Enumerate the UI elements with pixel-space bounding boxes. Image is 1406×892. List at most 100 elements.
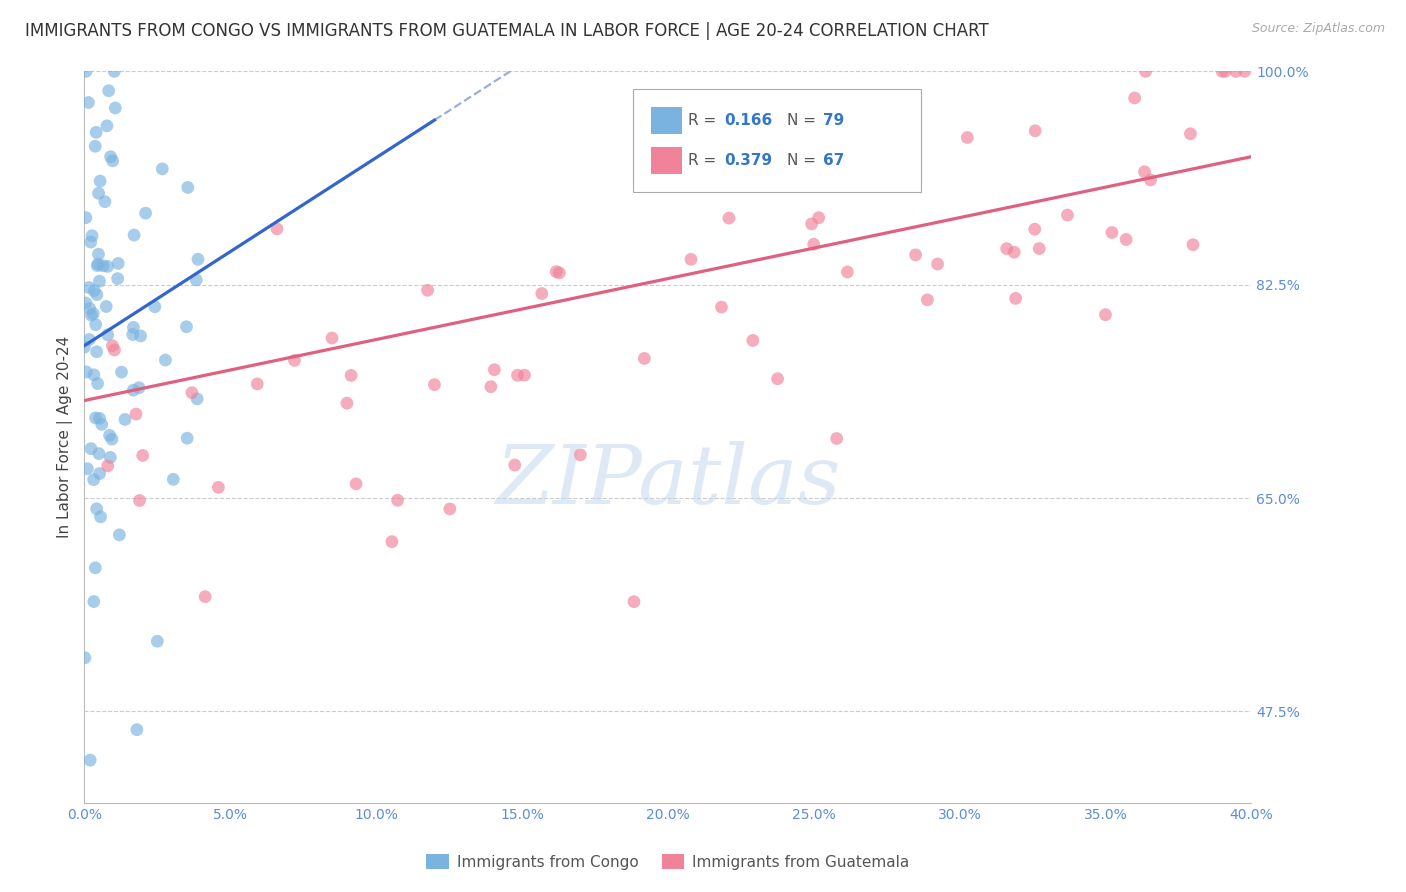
Point	[84, 139, 107, 153]
Point	[86, 344, 108, 359]
Point	[162, 472, 184, 486]
Point	[633, 351, 655, 366]
Point	[107, 256, 129, 270]
Point	[76, 461, 98, 475]
Point	[75, 296, 97, 310]
Point	[98, 450, 121, 465]
Text: 67: 67	[823, 153, 844, 168]
Point	[1139, 173, 1161, 187]
Point	[569, 448, 592, 462]
Point	[1180, 127, 1202, 141]
Point	[336, 396, 359, 410]
Point	[80, 228, 103, 243]
Point	[1024, 222, 1046, 236]
Point	[207, 480, 229, 494]
Point	[679, 252, 702, 267]
Point	[94, 194, 117, 209]
Point	[101, 432, 124, 446]
Text: 0.379: 0.379	[724, 153, 772, 168]
Text: R =: R =	[688, 113, 721, 128]
Point	[1233, 64, 1256, 78]
Text: 79: 79	[823, 113, 844, 128]
Point	[79, 301, 101, 316]
Point	[176, 319, 198, 334]
Point	[717, 211, 740, 225]
Point	[506, 368, 529, 383]
Point	[439, 502, 461, 516]
Point	[381, 534, 404, 549]
Legend: Immigrants from Congo, Immigrants from Guatemala: Immigrants from Congo, Immigrants from G…	[420, 847, 915, 876]
Point	[128, 493, 150, 508]
Point	[344, 476, 367, 491]
Point	[103, 343, 125, 357]
Point	[89, 411, 111, 425]
Point	[1211, 64, 1233, 78]
Point	[73, 340, 96, 354]
Point	[122, 320, 145, 334]
Point	[103, 64, 125, 78]
Point	[87, 257, 110, 271]
Point	[89, 274, 111, 288]
Point	[80, 442, 103, 456]
Point	[98, 428, 121, 442]
Point	[79, 753, 101, 767]
Point	[86, 501, 108, 516]
Y-axis label: In Labor Force | Age 20-24: In Labor Force | Age 20-24	[58, 336, 73, 538]
Point	[155, 353, 177, 368]
Point	[125, 407, 148, 421]
Point	[1002, 245, 1025, 260]
Point	[266, 222, 288, 236]
Point	[710, 300, 733, 314]
Point	[121, 327, 143, 342]
Point	[837, 265, 859, 279]
Point	[1101, 226, 1123, 240]
Point	[73, 650, 96, 665]
Point	[927, 257, 949, 271]
Point	[83, 284, 105, 298]
Point	[86, 376, 108, 391]
Point	[956, 130, 979, 145]
Point	[83, 594, 105, 608]
Point	[186, 392, 208, 406]
Point	[1182, 237, 1205, 252]
Point	[1133, 165, 1156, 179]
Point	[340, 368, 363, 383]
Point	[904, 248, 927, 262]
Point	[484, 363, 506, 377]
Point	[1056, 208, 1078, 222]
Point	[77, 280, 100, 294]
Point	[186, 273, 208, 287]
Point	[246, 376, 269, 391]
Point	[100, 150, 122, 164]
Point	[89, 467, 111, 481]
Point	[180, 385, 202, 400]
Point	[187, 252, 209, 267]
Point	[107, 271, 129, 285]
Point	[96, 119, 118, 133]
Point	[129, 329, 152, 343]
Point	[995, 242, 1018, 256]
Point	[150, 161, 173, 176]
Point	[84, 410, 107, 425]
Text: 0.166: 0.166	[724, 113, 772, 128]
Point	[80, 235, 103, 249]
Point	[1115, 232, 1137, 246]
Point	[84, 561, 107, 575]
Point	[75, 365, 97, 379]
Point	[503, 458, 526, 472]
Text: N =: N =	[787, 153, 821, 168]
Point	[1135, 64, 1157, 78]
Point	[416, 283, 439, 297]
Point	[87, 447, 110, 461]
Point	[128, 381, 150, 395]
Point	[546, 265, 568, 279]
Point	[97, 327, 120, 342]
Point	[97, 84, 120, 98]
Point	[75, 64, 97, 78]
Point	[91, 259, 114, 273]
Point	[82, 307, 104, 321]
Point	[83, 368, 105, 382]
Point	[77, 95, 100, 110]
Text: ZIPatlas: ZIPatlas	[495, 441, 841, 521]
Point	[530, 286, 553, 301]
